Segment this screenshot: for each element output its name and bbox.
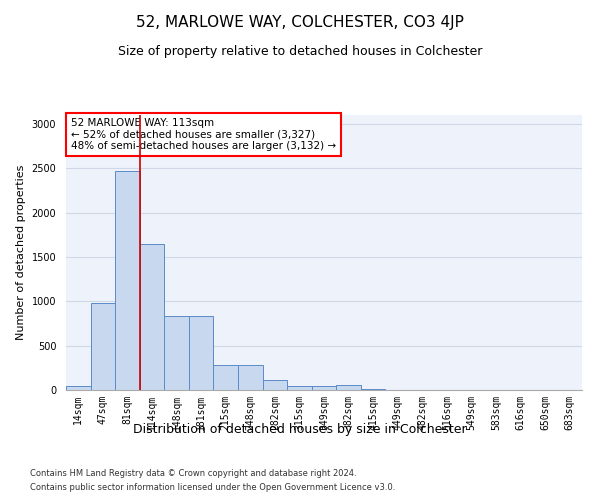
Bar [164, 316, 189, 390]
Bar [66, 386, 91, 390]
Text: 52 MARLOWE WAY: 113sqm
← 52% of detached houses are smaller (3,327)
48% of semi-: 52 MARLOWE WAY: 113sqm ← 52% of detached… [71, 118, 336, 151]
Bar [214, 365, 238, 390]
Bar [238, 365, 263, 390]
Bar [336, 384, 361, 390]
Text: Distribution of detached houses by size in Colchester: Distribution of detached houses by size … [133, 422, 467, 436]
Text: Contains public sector information licensed under the Open Government Licence v3: Contains public sector information licen… [30, 484, 395, 492]
Text: 52, MARLOWE WAY, COLCHESTER, CO3 4JP: 52, MARLOWE WAY, COLCHESTER, CO3 4JP [136, 15, 464, 30]
Bar [263, 380, 287, 390]
Y-axis label: Number of detached properties: Number of detached properties [16, 165, 26, 340]
Bar [361, 388, 385, 390]
Bar [140, 244, 164, 390]
Text: Contains HM Land Registry data © Crown copyright and database right 2024.: Contains HM Land Registry data © Crown c… [30, 468, 356, 477]
Bar [115, 171, 140, 390]
Bar [91, 303, 115, 390]
Text: Size of property relative to detached houses in Colchester: Size of property relative to detached ho… [118, 45, 482, 58]
Bar [189, 316, 214, 390]
Bar [312, 386, 336, 390]
Bar [287, 386, 312, 390]
